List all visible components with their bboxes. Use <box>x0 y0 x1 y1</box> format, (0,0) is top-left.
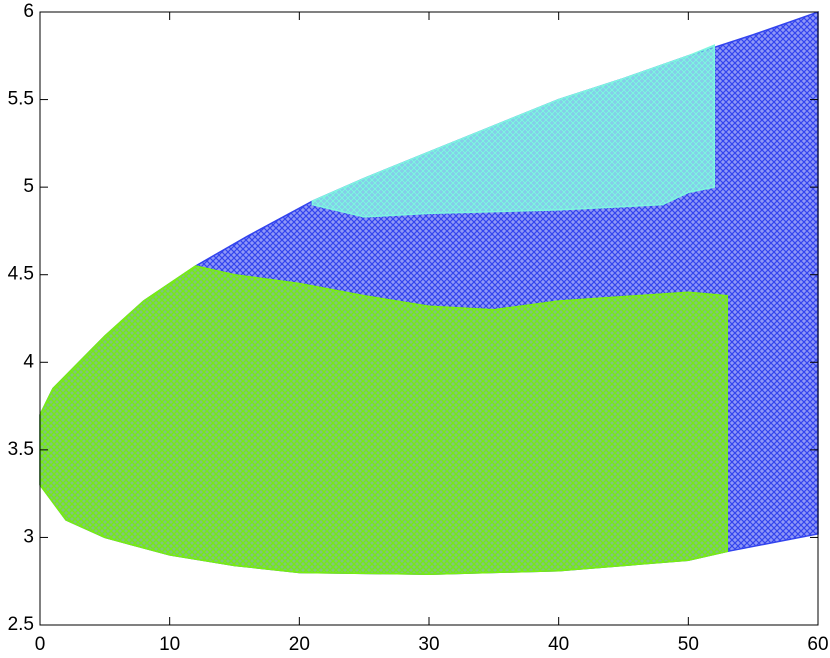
y-tick-label: 3 <box>23 526 34 547</box>
y-tick-label: 5 <box>23 176 34 197</box>
y-tick-label: 3.5 <box>8 439 34 460</box>
x-tick-label: 60 <box>807 634 828 653</box>
x-tick-label: 0 <box>35 634 46 653</box>
x-tick-label: 50 <box>678 634 699 653</box>
x-tick-label: 20 <box>289 634 310 653</box>
y-tick-label: 5.5 <box>8 89 34 110</box>
y-tick-label: 6 <box>23 1 34 22</box>
x-tick-label: 40 <box>548 634 569 653</box>
region <box>39 265 728 575</box>
y-tick-label: 4.5 <box>8 264 34 285</box>
y-tick-label: 4 <box>23 351 34 372</box>
x-tick-label: 10 <box>159 634 180 653</box>
region <box>311 44 716 218</box>
x-tick-label: 30 <box>418 634 439 653</box>
y-tick-label: 2.5 <box>8 614 34 635</box>
